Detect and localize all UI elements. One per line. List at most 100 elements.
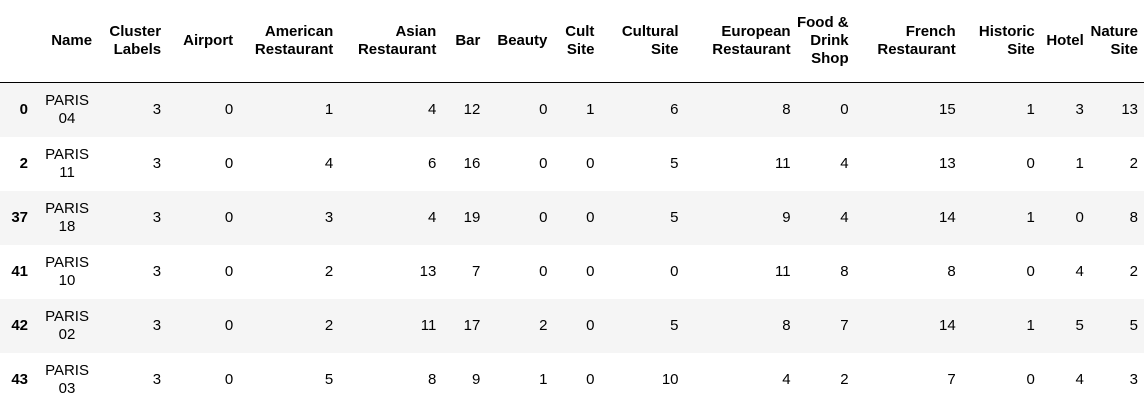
cell-historic-site: 0 [1026,370,1035,388]
name-value: PARIS 03 [45,361,89,397]
cell-european-restaurant: 8 [782,316,791,334]
cell-nature-site: 13 [1121,100,1138,118]
cell-cult-site: 0 [586,262,595,280]
cell-hotel: 5 [1075,316,1084,334]
cell-european-restaurant: 11 [775,262,791,280]
table-row: 37 PARIS 18 3 0 3 4 19 0 0 5 9 4 14 1 0 8 [0,190,1144,245]
cell-hotel: 3 [1075,100,1084,118]
cell-french-restaurant: 15 [939,100,956,118]
header-row: Name Cluster Labels Airport American Restau… [0,0,1144,83]
column-header-airport: Airport [167,0,240,83]
cell-french-restaurant: 14 [939,316,956,334]
cell-airport: 0 [224,208,234,226]
column-header-asian-restaurant: Asian Restaurant [339,0,443,83]
cell-european-restaurant: 11 [775,154,791,172]
row-index: 0 [19,100,29,118]
cell-food-and-drink-shop: 8 [840,262,849,280]
cell-food-and-drink-shop: 4 [840,208,849,226]
name-value: PARIS 02 [45,307,89,343]
cell-american-restaurant: 2 [324,316,334,334]
cell-cult-site: 0 [586,370,595,388]
cell-nature-site: 2 [1129,154,1138,172]
cell-cluster-labels: 3 [152,262,162,280]
cell-airport: 0 [224,316,234,334]
cell-cluster-labels: 3 [152,100,162,118]
cell-european-restaurant: 4 [782,370,791,388]
column-header-cult-site: Cult Site [553,0,601,83]
column-header-name: Name [34,0,99,83]
cell-asian-restaurant: 6 [427,154,437,172]
name-value: PARIS 18 [45,199,89,235]
name-cell: PARIS 10 [34,245,98,299]
column-header-hotel: Hotel [1040,0,1090,83]
column-header-index [0,0,35,83]
cell-food-and-drink-shop: 4 [840,154,849,172]
cell-asian-restaurant: 4 [427,100,437,118]
cell-cultural-site: 6 [670,100,679,118]
cell-cluster-labels: 3 [152,370,162,388]
table-row: 2 PARIS 11 3 0 4 6 16 0 0 5 11 4 13 0 1 2 [0,137,1144,191]
cell-cultural-site: 5 [670,316,679,334]
name-cell: PARIS 03 [34,353,98,407]
cell-cultural-site: 0 [670,262,679,280]
cell-hotel: 0 [1075,208,1084,226]
cell-bar: 17 [463,316,481,334]
cell-french-restaurant: 14 [939,208,956,226]
column-header-nature-site: Nature Site [1089,0,1144,83]
cell-european-restaurant: 8 [782,100,791,118]
column-header-cluster-labels: Cluster Labels [98,0,168,83]
cell-bar: 9 [472,370,481,388]
cell-airport: 0 [224,262,234,280]
cell-airport: 0 [224,100,234,118]
row-index: 37 [11,208,29,226]
cell-cult-site: 1 [586,100,595,118]
cell-cultural-site: 10 [661,370,679,388]
name-cell: PARIS 02 [34,299,98,353]
cell-cluster-labels: 3 [152,208,162,226]
cell-cult-site: 0 [586,316,595,334]
column-header-historic-site: Historic Site [961,0,1041,83]
cell-nature-site: 8 [1129,208,1138,226]
cell-historic-site: 0 [1026,262,1035,280]
row-index: 43 [11,370,29,388]
table-body: 0 PARIS 04 3 0 1 4 12 0 1 6 8 0 15 1 3 13 2 PARIS 11 3 0 4 6 1… [0,82,1144,407]
cell-french-restaurant: 7 [947,370,956,388]
column-header-cultural-site: Cultural Site [600,0,685,83]
row-index: 42 [11,316,29,334]
cell-beauty: 0 [539,100,548,118]
cell-american-restaurant: 3 [324,208,334,226]
name-value: PARIS 11 [45,145,89,181]
row-index: 2 [19,154,29,172]
cell-food-and-drink-shop: 0 [840,100,849,118]
cell-historic-site: 1 [1026,208,1035,226]
name-cell: PARIS 18 [34,191,98,245]
cell-beauty: 0 [539,208,548,226]
cell-asian-restaurant: 13 [419,262,437,280]
cell-american-restaurant: 4 [324,154,334,172]
cell-food-and-drink-shop: 2 [840,370,849,388]
cell-asian-restaurant: 4 [427,208,437,226]
cell-bar: 19 [463,208,481,226]
cell-hotel: 4 [1075,370,1084,388]
cell-hotel: 4 [1075,262,1084,280]
cell-food-and-drink-shop: 7 [840,316,849,334]
cell-european-restaurant: 9 [782,208,791,226]
name-value: PARIS 10 [45,253,89,289]
column-header-beauty: Beauty [486,0,554,83]
cell-american-restaurant: 2 [324,262,334,280]
cell-cultural-site: 5 [670,154,679,172]
column-header-bar: Bar [442,0,487,83]
row-index: 41 [11,262,29,280]
cell-french-restaurant: 8 [947,262,956,280]
cell-beauty: 0 [539,262,548,280]
column-header-european-restaurant: European Restaurant [684,0,797,83]
cell-beauty: 1 [539,370,548,388]
cell-asian-restaurant: 8 [427,370,437,388]
column-header-american-restaurant: American Restaurant [239,0,340,83]
cell-airport: 0 [224,370,234,388]
cell-airport: 0 [224,154,234,172]
cell-nature-site: 3 [1129,370,1138,388]
table-row: 43 PARIS 03 3 0 5 8 9 1 0 10 4 2 7 0 4 3 [0,353,1144,407]
cell-nature-site: 2 [1129,262,1138,280]
cell-nature-site: 5 [1129,316,1138,334]
